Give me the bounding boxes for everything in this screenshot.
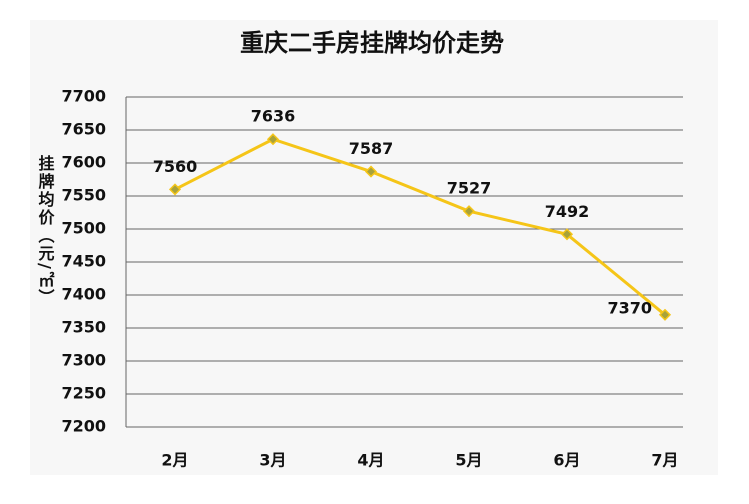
y-tick-label: 7550 [61, 186, 106, 205]
y-tick-label: 7250 [61, 384, 106, 403]
data-label: 7527 [447, 179, 492, 198]
marker [560, 228, 574, 241]
y-tick-label: 7450 [61, 252, 106, 271]
data-label: 7492 [545, 202, 590, 221]
marker [462, 205, 476, 218]
y-tick-label: 7700 [61, 87, 106, 106]
data-label: 7560 [153, 157, 198, 176]
data-label: 7587 [349, 139, 394, 158]
marker [658, 308, 672, 321]
x-tick-label: 6月 [553, 451, 580, 470]
chart-background [30, 20, 718, 475]
x-tick-label: 4月 [357, 451, 384, 470]
y-tick-label: 7350 [61, 318, 106, 337]
marker [266, 133, 280, 146]
x-tick-label: 7月 [651, 451, 678, 470]
x-tick-label: 5月 [455, 451, 482, 470]
line [174, 137, 666, 316]
x-tick-label: 3月 [259, 451, 286, 470]
x-tick-label: 2月 [161, 451, 188, 470]
marker [364, 165, 378, 178]
y-tick-label: 7500 [61, 219, 106, 238]
y-tick-label: 7400 [61, 285, 106, 304]
y-tick-label: 7650 [61, 120, 106, 139]
data-label: 7636 [251, 107, 296, 126]
y-tick-label: 7600 [61, 153, 106, 172]
marker [168, 183, 182, 196]
data-label: 7370 [607, 298, 652, 317]
y-axis-label: 挂牌均价（元/㎡） [36, 154, 55, 307]
y-tick-label: 7300 [61, 351, 106, 370]
y-tick-label: 7200 [61, 417, 106, 436]
chart-title: 重庆二手房挂牌均价走势 [240, 29, 504, 57]
